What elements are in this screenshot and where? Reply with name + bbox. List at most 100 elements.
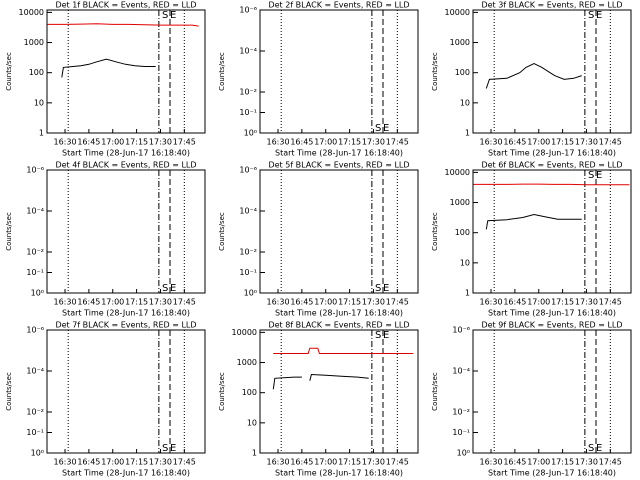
x-tick-label: 17:00	[314, 298, 337, 307]
x-tick-label: 17:30	[575, 138, 598, 147]
y-tick-label: 10⁻⁶	[26, 326, 44, 335]
x-tick-label: 16:45	[77, 458, 100, 467]
chart-title: Det 9f BLACK = Events, RED = LLD	[481, 321, 622, 330]
x-axis-label: Start Time (28-Jun-17 16:18:40)	[275, 149, 403, 158]
x-axis-label: Start Time (28-Jun-17 16:18:40)	[488, 149, 616, 158]
y-axis-label: Counts/sec	[218, 372, 226, 411]
x-tick-label: 16:30	[266, 458, 289, 467]
annotation: S	[162, 443, 168, 454]
x-tick-label: 16:45	[77, 298, 100, 307]
x-tick-label: 17:30	[149, 298, 172, 307]
y-tick-label: 1000	[237, 358, 257, 367]
y-tick-label: 10⁻⁶	[26, 166, 44, 175]
y-tick-label: 10⁻¹	[239, 268, 257, 277]
y-tick-label: 10⁰	[244, 289, 257, 298]
y-tick-label: 10⁰	[244, 129, 257, 138]
x-tick-label: 17:15	[338, 138, 361, 147]
x-tick-label: 17:30	[575, 458, 598, 467]
chart-title: Det 8f BLACK = Events, RED = LLD	[268, 321, 409, 330]
plot-frame	[46, 9, 206, 134]
x-tick-label: 16:45	[503, 298, 526, 307]
annotation: E	[170, 283, 176, 294]
x-tick-label: 17:15	[125, 138, 148, 147]
y-tick-label: 10000	[445, 168, 470, 177]
x-tick-label: 17:15	[338, 298, 361, 307]
x-tick-label: 17:15	[125, 298, 148, 307]
plot-frame	[259, 9, 419, 134]
plot-frame	[46, 329, 206, 454]
x-tick-label: 16:30	[53, 298, 76, 307]
x-tick-label: 16:30	[479, 138, 502, 147]
x-tick-label: 17:30	[362, 138, 385, 147]
y-tick-label: 1	[252, 449, 257, 458]
x-tick-label: 16:45	[503, 138, 526, 147]
x-tick-label: 17:45	[173, 298, 196, 307]
plot-frame	[259, 329, 419, 454]
y-tick-label: 1000	[450, 198, 470, 207]
annotation: E	[596, 170, 602, 181]
y-tick-label: 10⁻⁴	[26, 207, 44, 216]
x-tick-label: 17:15	[551, 298, 574, 307]
y-tick-label: 10⁻⁶	[239, 6, 257, 15]
y-tick-label: 1	[465, 289, 470, 298]
plot-frame	[472, 169, 632, 294]
x-tick-label: 17:45	[386, 298, 409, 307]
x-tick-label: 17:00	[527, 298, 550, 307]
y-axis-label: Counts/sec	[431, 372, 439, 411]
y-tick-label: 10⁻⁴	[239, 47, 257, 56]
x-tick-label: 17:00	[527, 458, 550, 467]
x-tick-label: 17:30	[575, 298, 598, 307]
x-tick-label: 16:30	[479, 298, 502, 307]
x-axis-label: Start Time (28-Jun-17 16:18:40)	[275, 309, 403, 318]
annotation: S	[588, 10, 594, 21]
x-tick-label: 16:45	[77, 138, 100, 147]
y-tick-label: 100	[455, 228, 470, 237]
y-tick-label: 10⁻¹	[26, 268, 44, 277]
series-line	[485, 213, 582, 230]
y-axis-label: Counts/sec	[5, 52, 13, 91]
x-tick-label: 16:30	[53, 458, 76, 467]
x-axis-label: Start Time (28-Jun-17 16:18:40)	[488, 469, 616, 478]
x-tick-label: 17:15	[551, 138, 574, 147]
y-tick-label: 10000	[19, 8, 44, 17]
y-tick-label: 10⁰	[31, 449, 44, 458]
chart-title: Det 1f BLACK = Events, RED = LLD	[55, 1, 196, 10]
y-tick-label: 10⁻²	[26, 408, 44, 417]
y-tick-label: 10	[34, 98, 44, 107]
y-tick-label: 10⁻⁶	[239, 166, 257, 175]
y-axis-label: Counts/sec	[431, 212, 439, 251]
x-tick-label: 17:45	[599, 138, 622, 147]
annotation: S	[162, 10, 168, 21]
x-tick-label: 17:15	[338, 458, 361, 467]
chart-title: Det 3f BLACK = Events, RED = LLD	[481, 1, 622, 10]
series-line	[47, 23, 199, 27]
annotation: S	[162, 283, 168, 294]
x-axis-label: Start Time (28-Jun-17 16:18:40)	[488, 309, 616, 318]
annotation: E	[596, 443, 602, 454]
x-tick-label: 17:15	[125, 458, 148, 467]
y-tick-label: 10000	[232, 328, 257, 337]
plot-frame	[472, 329, 632, 454]
y-tick-label: 10⁻¹	[26, 428, 44, 437]
series-line	[273, 347, 414, 354]
series-line	[61, 58, 156, 78]
y-axis-label: Counts/sec	[218, 212, 226, 251]
annotation: E	[383, 283, 389, 294]
plot-frame	[46, 169, 206, 294]
x-tick-label: 17:00	[101, 298, 124, 307]
y-tick-label: 10⁻⁴	[452, 367, 470, 376]
plot-frame	[472, 9, 632, 134]
x-tick-label: 17:00	[314, 138, 337, 147]
annotation: S	[375, 283, 381, 294]
annotation: E	[596, 10, 602, 21]
y-tick-label: 1	[39, 129, 44, 138]
series-line	[473, 183, 630, 186]
y-tick-label: 10⁻²	[239, 248, 257, 257]
x-tick-label: 17:45	[599, 298, 622, 307]
annotation: E	[383, 330, 389, 341]
x-axis-label: Start Time (28-Jun-17 16:18:40)	[62, 149, 190, 158]
x-tick-label: 17:00	[314, 458, 337, 467]
x-tick-label: 16:30	[266, 138, 289, 147]
y-tick-label: 10⁻²	[452, 408, 470, 417]
chart-title: Det 2f BLACK = Events, RED = LLD	[268, 1, 409, 10]
